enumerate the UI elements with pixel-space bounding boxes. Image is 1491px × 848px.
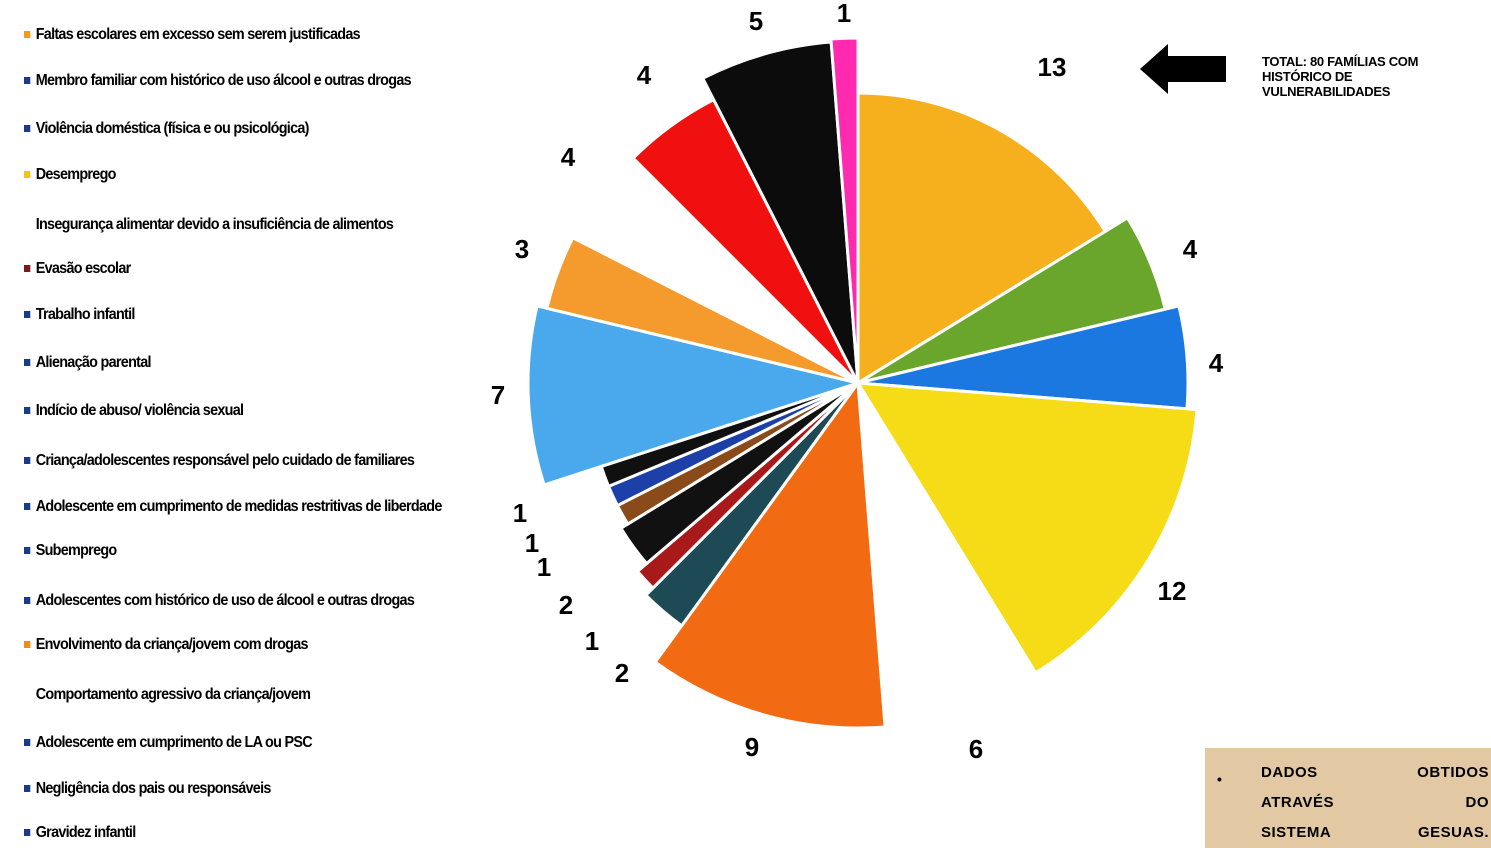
legend-swatch	[24, 265, 31, 272]
data-label: 1	[585, 626, 599, 656]
legend-item: Membro familiar com histórico de uso álc…	[24, 72, 474, 89]
legend-swatch	[24, 739, 31, 746]
legend-item: Trabalho infantil	[24, 306, 474, 323]
legend-item: Insegurança alimentar devido a insuficiê…	[24, 216, 474, 233]
pie-slice	[856, 382, 1033, 714]
data-label: 4	[561, 142, 576, 172]
legend-item: Adolescentes com histórico de uso de álc…	[24, 592, 474, 609]
legend-swatch	[24, 457, 31, 464]
data-label: 4	[1183, 234, 1198, 264]
legend-swatch	[24, 311, 31, 318]
total-note-line: TOTAL: 80 FAMÍLIAS COM	[1262, 54, 1419, 69]
arrow-left-icon	[1140, 44, 1226, 94]
pie-slice	[618, 381, 859, 566]
legend-label: Indício de abuso/ violência sexual	[35, 402, 244, 419]
pie-slice	[829, 36, 860, 384]
pie-slice	[856, 91, 1108, 386]
legend-label: Gravidez infantil	[35, 824, 137, 841]
legend-item: Envolvimento da criança/jovem com drogas	[24, 636, 474, 653]
legend-item: Subemprego	[24, 542, 474, 559]
legend-item: Adolescente em cumprimento de medidas re…	[24, 498, 474, 515]
legend-swatch	[24, 407, 31, 414]
data-label: 2	[559, 590, 573, 620]
legend-item: Criança/adolescentes responsável pelo cu…	[24, 452, 474, 469]
total-note-line: HISTÓRICO DE	[1262, 69, 1353, 84]
legend-label: Comportamento agressivo da criança/jovem	[35, 686, 311, 703]
legend-item: Indício de abuso/ violência sexual	[24, 402, 474, 419]
legend-swatch	[24, 691, 31, 698]
legend-label: Adolescente em cumprimento de LA ou PSC	[35, 734, 313, 751]
data-label: 9	[745, 732, 759, 762]
data-label: 3	[515, 234, 529, 264]
pie-slice	[635, 381, 860, 591]
data-label: 12	[1158, 576, 1187, 606]
data-label: 5	[749, 6, 763, 36]
pie-slice	[700, 40, 860, 384]
legend-swatch	[24, 547, 31, 554]
data-label: 1	[525, 528, 539, 558]
data-label: 13	[1038, 52, 1067, 82]
legend-label: Violência doméstica (física e ou psicoló…	[35, 120, 310, 137]
legend-label: Negligência dos pais ou responsáveis	[35, 780, 272, 797]
chart-legend: Faltas escolares em excesso sem serem ju…	[24, 0, 544, 848]
total-note: TOTAL: 80 FAMÍLIAS COM HISTÓRICO DE VULN…	[1262, 54, 1491, 99]
pie-slice	[526, 304, 864, 487]
source-line: SISTEMA GESUAS.	[1261, 824, 1489, 841]
source-line: ATRAVÉS DO	[1261, 794, 1489, 811]
legend-item: Evasão escolar	[24, 260, 474, 277]
legend-label: Faltas escolares em excesso sem serem ju…	[35, 26, 361, 43]
legend-label: Trabalho infantil	[35, 306, 136, 323]
legend-item: Faltas escolares em excesso sem serem ju…	[24, 26, 474, 43]
legend-label: Alienação parental	[35, 354, 152, 371]
legend-swatch	[24, 221, 31, 228]
data-label: 1	[837, 0, 851, 28]
legend-label: Adolescentes com histórico de uso de álc…	[35, 592, 415, 609]
legend-swatch	[24, 31, 31, 38]
legend-swatch	[24, 125, 31, 132]
legend-item: Gravidez infantil	[24, 824, 474, 841]
legend-swatch	[24, 785, 31, 792]
source-bullet: •	[1217, 771, 1223, 787]
legend-label: Desemprego	[35, 166, 117, 183]
data-label: 4	[637, 60, 652, 90]
pie-slice	[855, 381, 1199, 675]
data-label: 2	[615, 658, 629, 688]
legend-label: Envolvimento da criança/jovem com drogas	[35, 636, 309, 653]
legend-swatch	[24, 503, 31, 510]
legend-label: Membro familiar com histórico de uso álc…	[35, 72, 412, 89]
legend-label: Adolescente em cumprimento de medidas re…	[35, 498, 443, 515]
data-label: 1	[513, 498, 527, 528]
legend-item: Comportamento agressivo da criança/jovem	[24, 686, 474, 703]
source-note: • DADOS OBTIDOS ATRAVÉS DO SISTEMA GESUA…	[1205, 748, 1491, 848]
legend-label: Evasão escolar	[35, 260, 132, 277]
legend-swatch	[24, 171, 31, 178]
legend-label: Subemprego	[35, 542, 118, 559]
pie-slice	[643, 381, 860, 628]
total-note-line: VULNERABILIDADES	[1262, 84, 1391, 99]
legend-label: Insegurança alimentar devido a insuficiê…	[35, 216, 394, 233]
legend-item: Desemprego	[24, 166, 474, 183]
legend-swatch	[24, 829, 31, 836]
legend-item: Adolescente em cumprimento de LA ou PSC	[24, 734, 474, 751]
legend-swatch	[24, 597, 31, 604]
legend-swatch	[24, 359, 31, 366]
pie-slice	[653, 378, 887, 730]
data-label: 6	[969, 734, 983, 764]
legend-item: Alienação parental	[24, 354, 474, 371]
data-label: 7	[491, 380, 505, 410]
legend-item: Negligência dos pais ou responsáveis	[24, 780, 474, 797]
legend-swatch	[24, 77, 31, 84]
legend-label: Criança/adolescentes responsável pelo cu…	[35, 452, 415, 469]
data-label: 4	[1209, 348, 1224, 378]
source-line: DADOS OBTIDOS	[1261, 764, 1489, 781]
data-label: 1	[537, 552, 551, 582]
pie-slice	[545, 235, 859, 385]
legend-item: Violência doméstica (física e ou psicoló…	[24, 120, 474, 137]
legend-swatch	[24, 641, 31, 648]
